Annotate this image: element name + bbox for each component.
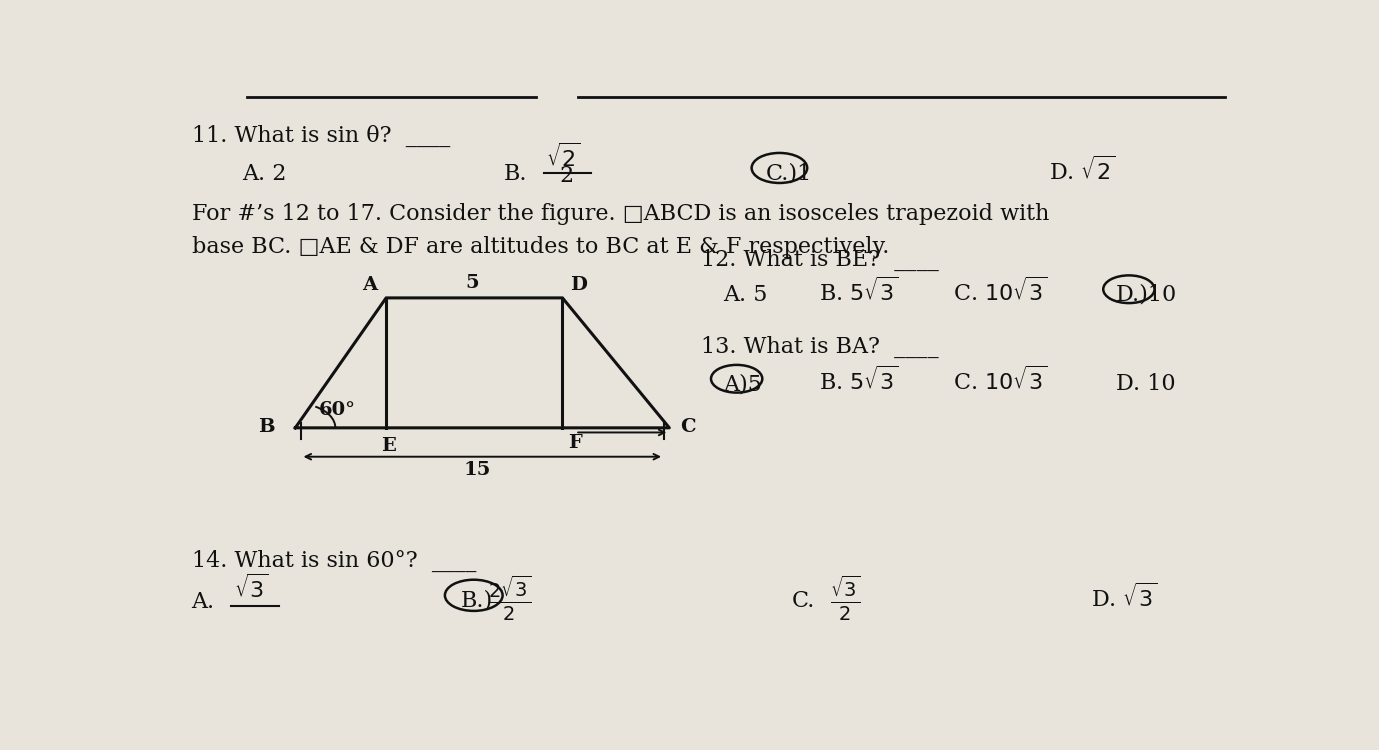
Text: A: A <box>363 277 378 295</box>
Text: 13. What is BA?  ____: 13. What is BA? ____ <box>702 336 939 358</box>
Text: 15: 15 <box>463 461 491 479</box>
Text: $\frac{\sqrt{3}}{2}$: $\frac{\sqrt{3}}{2}$ <box>830 573 860 622</box>
Text: base BC. □AE & DF are altitudes to BC at E & F respectively.: base BC. □AE & DF are altitudes to BC at… <box>192 236 889 258</box>
Text: 12. What is BE?  ____: 12. What is BE? ____ <box>702 249 939 272</box>
Text: E: E <box>381 437 396 455</box>
Text: 2: 2 <box>560 166 574 188</box>
Text: C: C <box>680 419 695 436</box>
Text: A. 5: A. 5 <box>723 284 767 306</box>
Text: B.): B.) <box>461 590 494 612</box>
Text: F: F <box>568 434 582 452</box>
Text: $\frac{2\sqrt{3}}{2}$: $\frac{2\sqrt{3}}{2}$ <box>488 573 531 622</box>
Text: 60°: 60° <box>319 401 356 419</box>
Text: $\sqrt{2}$: $\sqrt{2}$ <box>546 143 581 172</box>
Text: A.: A. <box>192 591 215 613</box>
Text: A)5: A)5 <box>723 374 761 395</box>
Text: D. 10: D. 10 <box>1116 374 1176 395</box>
Text: C. $10\sqrt{3}$: C. $10\sqrt{3}$ <box>953 278 1047 306</box>
Text: $\sqrt{3}$: $\sqrt{3}$ <box>234 574 269 603</box>
Text: D. $\sqrt{3}$: D. $\sqrt{3}$ <box>1092 584 1158 612</box>
Text: A. 2: A. 2 <box>241 163 287 184</box>
Text: For #’s 12 to 17. Consider the figure. □ABCD is an isosceles trapezoid with: For #’s 12 to 17. Consider the figure. □… <box>192 203 1049 225</box>
Text: 5: 5 <box>466 274 480 292</box>
Text: 11. What is sin θ?  ____: 11. What is sin θ? ____ <box>192 125 450 147</box>
Text: D: D <box>570 277 587 295</box>
Text: B: B <box>258 419 274 436</box>
Text: B. $5\sqrt{3}$: B. $5\sqrt{3}$ <box>819 367 898 395</box>
Text: D. $\sqrt{2}$: D. $\sqrt{2}$ <box>1048 156 1116 184</box>
Text: D.)10: D.)10 <box>1116 284 1178 306</box>
Text: 14. What is sin 60°?  ____: 14. What is sin 60°? ____ <box>192 550 476 572</box>
Text: B.: B. <box>503 163 527 184</box>
Text: B. $5\sqrt{3}$: B. $5\sqrt{3}$ <box>819 278 898 306</box>
Text: C.: C. <box>792 590 815 612</box>
Text: C.)1: C.)1 <box>765 163 812 184</box>
Text: C. $10\sqrt{3}$: C. $10\sqrt{3}$ <box>953 367 1047 395</box>
